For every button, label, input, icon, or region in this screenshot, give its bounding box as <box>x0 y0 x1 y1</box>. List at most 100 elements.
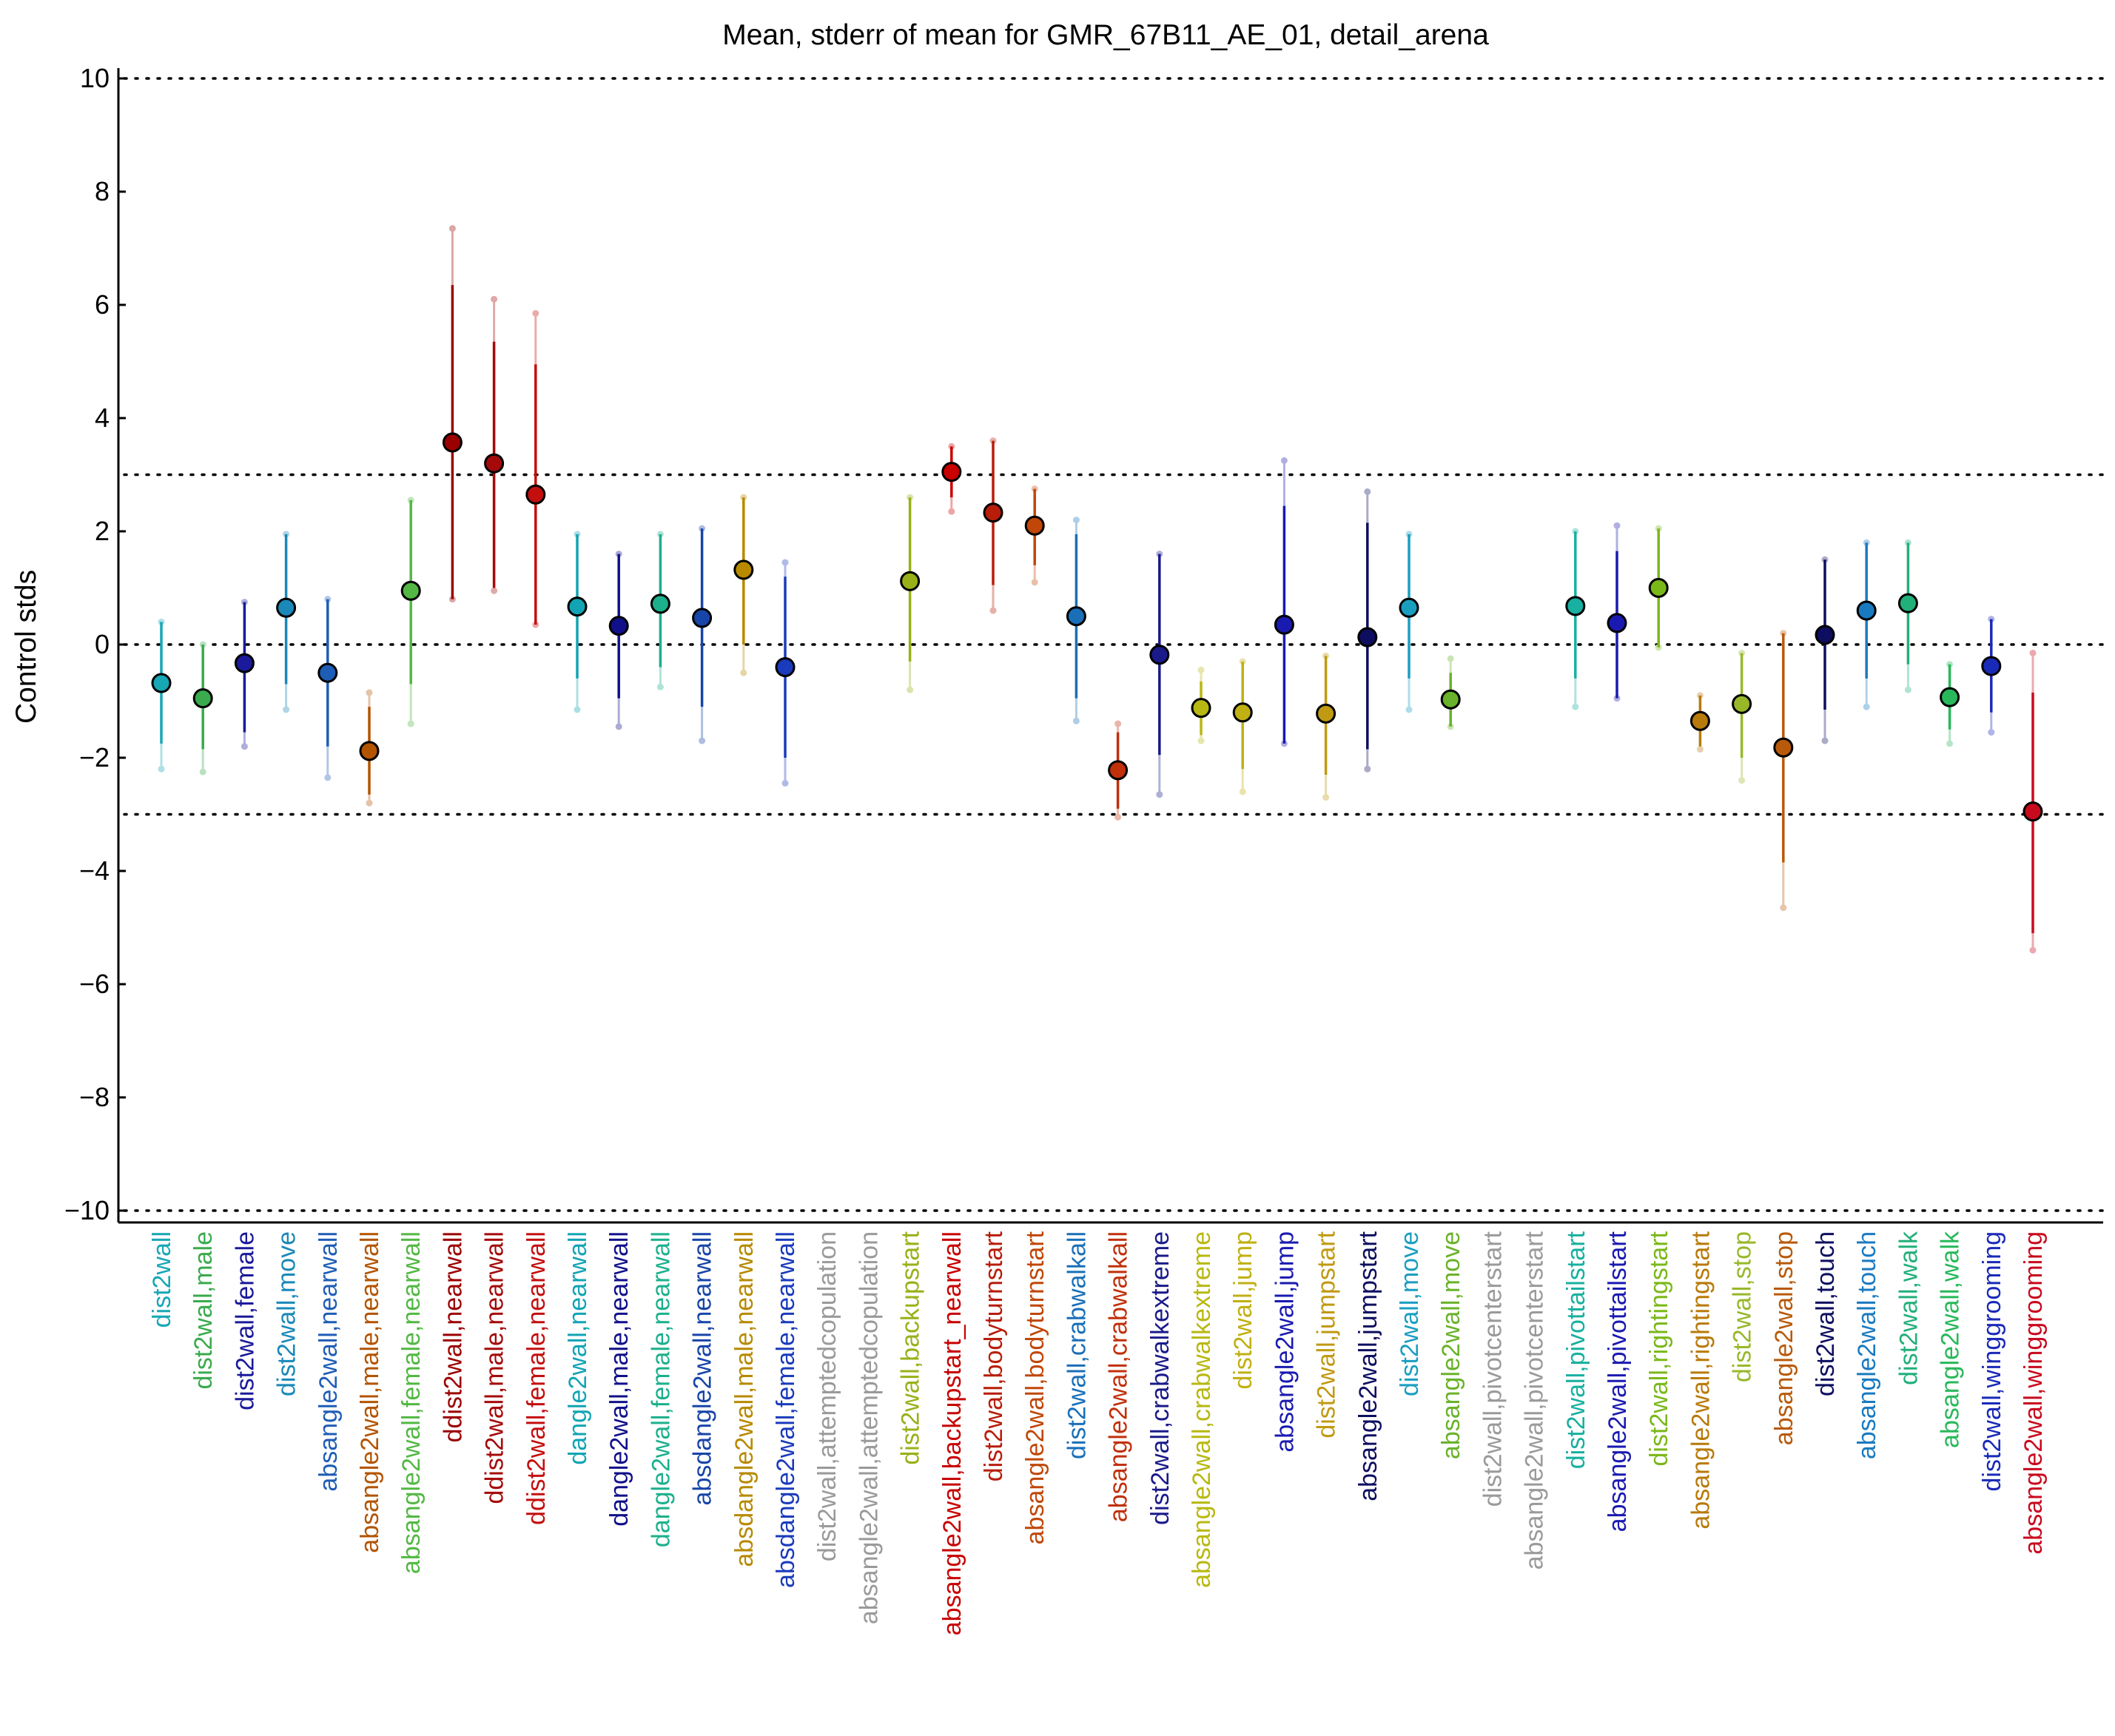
range-min-dot <box>781 779 789 787</box>
mean-marker <box>234 653 255 673</box>
range-max-dot <box>1280 457 1288 464</box>
mean-marker <box>1316 703 1336 724</box>
range-min-dot <box>615 723 622 730</box>
mean-marker <box>1357 627 1378 647</box>
x-tick-label: dist2wall,crabwalkall <box>1063 1231 1091 1459</box>
mean-marker <box>1732 693 1752 714</box>
mean-marker <box>1856 600 1877 621</box>
data-point <box>192 641 213 776</box>
mean-marker <box>484 453 505 474</box>
mean-marker <box>1024 515 1045 536</box>
mean-marker <box>941 462 962 482</box>
range-max-dot <box>781 559 789 566</box>
x-tick-label: absangle2wall,jumpstart <box>1354 1231 1382 1501</box>
range-min-dot <box>1780 904 1787 912</box>
x-tick-label: dist2wall,stop <box>1729 1231 1757 1382</box>
range-min-dot <box>1821 737 1829 744</box>
mean-marker <box>775 657 796 678</box>
range-min-dot <box>1572 703 1579 710</box>
data-point <box>151 618 172 773</box>
range-min-dot <box>989 607 997 614</box>
range-min-dot <box>656 683 664 690</box>
x-tick-label: dist2wall,bodyturnstart <box>980 1231 1008 1481</box>
x-tick-label: dangle2wall,nearwall <box>564 1231 592 1465</box>
mean-marker <box>1191 698 1211 719</box>
data-point <box>1149 551 1170 798</box>
range-min-dot <box>740 669 747 676</box>
data-point <box>1607 522 1627 702</box>
x-tick-label: absangle2wall,stop <box>1770 1231 1798 1445</box>
reference-lines <box>123 77 2105 1212</box>
mean-marker <box>1232 702 1253 723</box>
range-max-dot <box>532 309 539 317</box>
x-tick-label: dangle2wall,male,nearwall <box>605 1231 633 1527</box>
mean-marker <box>1689 710 1710 731</box>
data-point <box>276 531 297 713</box>
x-tick-label: ddist2wall,nearwall <box>439 1231 467 1442</box>
x-tick-label: absdangle2wall,female,nearwall <box>772 1231 800 1588</box>
mean-marker <box>359 741 380 761</box>
data-point <box>1399 531 1419 713</box>
data-point <box>1732 649 1752 784</box>
y-tick-label: 4 <box>95 403 110 433</box>
mean-marker <box>1108 760 1129 781</box>
mean-marker <box>442 432 463 453</box>
data-point <box>650 531 670 690</box>
data-point <box>1815 556 1835 744</box>
data-point <box>1024 485 1045 586</box>
range-max-dot <box>1364 488 1371 495</box>
x-tick-label: dist2wall,touch <box>1812 1231 1840 1396</box>
range-min-dot <box>1988 729 1995 736</box>
range-min-dot <box>574 706 581 713</box>
mean-marker <box>608 616 629 636</box>
range-min-dot <box>324 774 332 781</box>
range-max-dot <box>1072 517 1080 524</box>
range-min-dot <box>1322 794 1330 801</box>
x-tick-label: absangle2wall,pivotcenterstart <box>1521 1231 1549 1570</box>
data-point <box>1316 652 1336 801</box>
y-axis-ticks: 10 8 6 4 2 0 −2 −4 −6 −8 −10 <box>64 63 126 1225</box>
x-tick-label: absangle2wall,nearwall <box>315 1231 343 1492</box>
x-axis-tick-labels: dist2wall dist2wall,male dist2wall,female d… <box>148 1231 2048 1635</box>
range-min-dot <box>1904 686 1911 693</box>
data-point <box>1066 517 1086 724</box>
data-point <box>1232 658 1253 795</box>
x-tick-label: absangle2wall,backupstart_nearwall <box>938 1231 966 1635</box>
mean-marker <box>2022 801 2043 822</box>
x-tick-label: absangle2wall,jump <box>1271 1231 1299 1453</box>
mean-marker <box>400 580 421 601</box>
y-tick-label: −8 <box>79 1082 110 1112</box>
mean-marker <box>1815 625 1835 645</box>
x-tick-label: absangle2wall,male,nearwall <box>356 1231 384 1553</box>
mean-marker <box>1066 606 1086 627</box>
mean-marker <box>1940 687 1960 707</box>
range-min-dot <box>199 768 206 776</box>
mean-marker <box>525 484 546 505</box>
data-point <box>1897 539 1918 693</box>
x-tick-label: dist2wall,winggrooming <box>1978 1231 2006 1492</box>
data-point <box>733 494 754 676</box>
mean-marker <box>900 571 921 591</box>
range-min-dot <box>699 737 706 744</box>
range-max-dot <box>1613 522 1621 529</box>
range-min-dot <box>491 587 498 594</box>
data-point <box>1981 616 2002 736</box>
range-min-dot <box>1863 703 1870 710</box>
data-point <box>1440 655 1461 730</box>
x-tick-label: absangle2wall,crabwalkall <box>1105 1231 1133 1522</box>
x-tick-label: dist2wall,move <box>1396 1231 1424 1396</box>
mean-marker <box>276 597 297 618</box>
data-point <box>2022 649 2043 954</box>
data-point <box>1565 528 1586 710</box>
data-point <box>1856 539 1877 710</box>
data-point <box>442 225 463 603</box>
data-point <box>234 599 255 750</box>
data-point <box>1108 720 1129 821</box>
y-axis-label: Control stds <box>10 570 42 724</box>
data-points <box>151 225 2043 954</box>
data-point <box>1773 630 1794 912</box>
data-point <box>1689 692 1710 753</box>
x-tick-label: dist2wall,backupstart <box>897 1231 925 1464</box>
range-min-dot <box>1946 740 1954 747</box>
mean-marker <box>1981 656 2002 676</box>
